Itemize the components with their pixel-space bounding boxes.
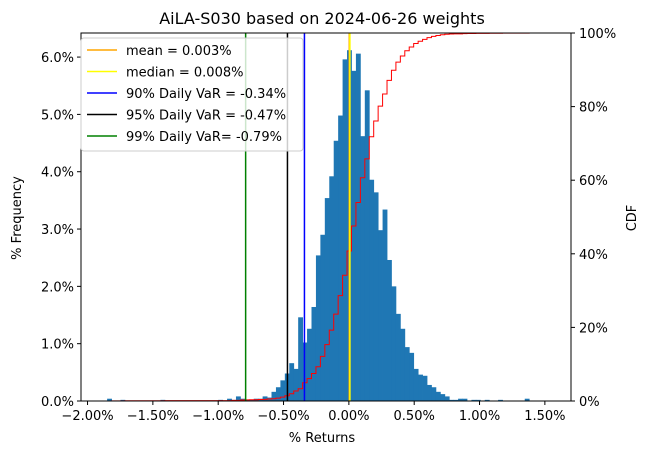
chart-title: AiLA-S030 based on 2024-06-26 weights xyxy=(159,9,485,28)
legend-label: mean = 0.003% xyxy=(126,44,232,59)
histogram-bar xyxy=(524,398,530,401)
histogram-bar xyxy=(235,396,241,401)
histogram-bar xyxy=(475,399,481,401)
y-tick-label: 1.0% xyxy=(41,338,74,353)
histogram-bar xyxy=(244,399,250,401)
histogram-bar xyxy=(360,136,366,401)
histogram-bar xyxy=(320,234,326,401)
x-axis-ticks: −2.00% −1.50% −1.00% −0.50% 0.00% 0.50% 1.00% 1… xyxy=(61,401,566,424)
histogram-bar xyxy=(262,396,268,401)
x-tick-label: 0.00% xyxy=(328,409,369,424)
histogram-bar xyxy=(484,399,490,401)
histogram-bar xyxy=(311,306,317,401)
histogram-bar xyxy=(324,198,330,401)
histogram-bar xyxy=(382,209,388,401)
histogram-bar xyxy=(333,140,339,401)
histogram-bar xyxy=(435,391,441,401)
histogram-bar xyxy=(418,374,423,401)
y2-tick-label: 60% xyxy=(579,174,608,189)
x-tick-label: −1.00% xyxy=(192,409,244,424)
histogram-bar xyxy=(391,286,397,401)
x-tick-label: −2.00% xyxy=(61,409,113,424)
y-axis-title: % Frequency xyxy=(10,176,25,260)
histogram-bar xyxy=(471,399,477,401)
histogram-bar xyxy=(400,328,406,401)
y2-tick-label: 80% xyxy=(579,101,608,116)
histogram-bar xyxy=(271,391,277,401)
y-axis-ticks: 0.0% 1.0% 2.0% 3.0% 4.0% 5.0% 6.0% xyxy=(41,51,81,410)
histogram-bar xyxy=(395,313,401,401)
histogram-bar xyxy=(249,399,255,401)
x-tick-label: −1.50% xyxy=(127,409,179,424)
histogram-bar xyxy=(275,387,281,401)
histogram-bar xyxy=(462,398,468,401)
histogram-bar xyxy=(413,368,419,401)
histogram-bar xyxy=(351,70,357,401)
histogram-bar xyxy=(387,259,392,401)
histogram-bar xyxy=(338,115,343,401)
histogram-bar xyxy=(329,176,335,401)
histogram-bar xyxy=(298,317,304,401)
y-tick-label: 4.0% xyxy=(41,166,74,181)
x-tick-label: 1.50% xyxy=(524,409,565,424)
y-tick-label: 0.0% xyxy=(41,395,74,410)
histogram-bar xyxy=(404,347,410,401)
histogram-bar xyxy=(431,387,437,401)
histogram-bar xyxy=(453,399,459,401)
y-tick-label: 2.0% xyxy=(41,280,74,295)
histogram-bar xyxy=(355,53,361,401)
histogram-bar xyxy=(342,59,348,402)
legend-label: 95% Daily VaR = -0.47% xyxy=(126,109,286,124)
y2-axis-ticks: 0% 20% 40% 60% 80% 100% xyxy=(571,27,616,410)
histogram-bar xyxy=(427,384,432,401)
histogram-bar xyxy=(227,398,232,401)
axes xyxy=(80,32,572,402)
histogram-bar xyxy=(444,396,450,401)
histogram-bar xyxy=(280,380,286,401)
histogram-bar xyxy=(449,399,455,401)
histogram-bar xyxy=(458,398,463,401)
x-axis-title: % Returns xyxy=(289,431,356,446)
y-tick-label: 5.0% xyxy=(41,108,74,123)
x-tick-label: −0.50% xyxy=(257,409,309,424)
histogram-bar xyxy=(107,398,112,401)
y-tick-label: 3.0% xyxy=(41,223,74,238)
histogram-bar xyxy=(422,375,428,401)
histogram-bar xyxy=(369,179,375,401)
histogram-bar xyxy=(289,363,295,401)
legend-box xyxy=(80,37,304,152)
histogram-bar xyxy=(440,394,446,401)
histogram-bar xyxy=(307,328,312,401)
histogram-bar xyxy=(498,399,503,401)
legend-label: 99% Daily VaR= -0.79% xyxy=(126,130,282,145)
x-tick-label: 0.50% xyxy=(394,409,435,424)
histogram-bar xyxy=(364,90,370,401)
y2-tick-label: 40% xyxy=(579,248,608,263)
y-tick-label: 6.0% xyxy=(41,51,74,66)
histogram-bar xyxy=(293,368,299,401)
histogram-bars xyxy=(107,50,530,402)
plot-frame xyxy=(80,32,572,402)
y2-tick-label: 20% xyxy=(579,321,608,336)
legend-label: median = 0.008% xyxy=(126,66,243,81)
histogram-bar xyxy=(373,192,379,401)
x-tick-label: 1.00% xyxy=(459,409,500,424)
histogram-bar xyxy=(409,352,415,401)
histogram-bar xyxy=(378,230,383,401)
y2-axis-title: CDF xyxy=(625,205,640,232)
y2-tick-label: 0% xyxy=(579,395,600,410)
y2-tick-label: 100% xyxy=(579,27,616,42)
legend: mean = 0.003% median = 0.008% 90% Daily Va… xyxy=(80,37,304,152)
histogram-bar xyxy=(315,255,321,401)
legend-label: 90% Daily VaR = -0.34% xyxy=(126,87,286,102)
